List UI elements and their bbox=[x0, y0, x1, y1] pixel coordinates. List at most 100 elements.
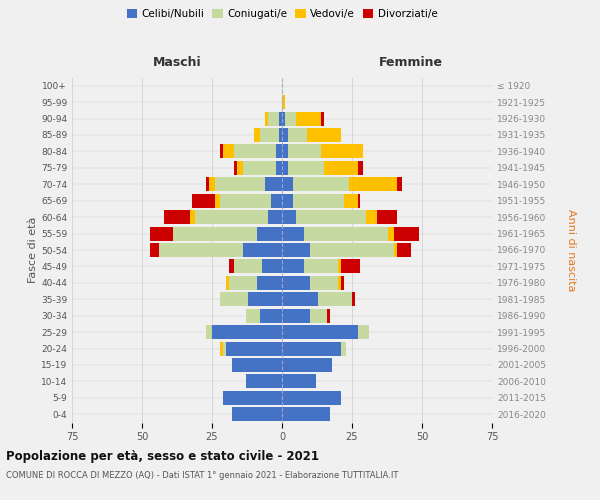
Bar bbox=[232, 408, 282, 422]
Bar bbox=[195, 210, 268, 224]
Bar bbox=[366, 210, 377, 224]
Bar bbox=[282, 391, 341, 405]
Bar bbox=[293, 194, 344, 207]
Bar bbox=[282, 194, 293, 207]
Bar bbox=[235, 260, 262, 274]
Bar bbox=[282, 95, 285, 109]
Text: Femmine: Femmine bbox=[379, 56, 443, 69]
Bar bbox=[321, 112, 324, 126]
Bar bbox=[310, 308, 327, 322]
Bar bbox=[296, 112, 321, 126]
Bar bbox=[265, 112, 268, 126]
Bar bbox=[287, 128, 307, 142]
Bar bbox=[397, 243, 411, 257]
Bar bbox=[235, 144, 277, 158]
Bar bbox=[260, 308, 282, 322]
Bar bbox=[293, 178, 349, 192]
Bar bbox=[282, 260, 304, 274]
Bar bbox=[151, 243, 159, 257]
Bar bbox=[282, 161, 287, 175]
Bar bbox=[352, 292, 355, 306]
Bar bbox=[282, 342, 341, 355]
Bar bbox=[304, 226, 388, 240]
Bar bbox=[243, 161, 277, 175]
Bar bbox=[338, 260, 341, 274]
Bar bbox=[190, 210, 195, 224]
Bar bbox=[358, 325, 369, 339]
Bar bbox=[397, 178, 403, 192]
Bar bbox=[245, 374, 282, 388]
Text: COMUNE DI ROCCA DI MEZZO (AQ) - Dati ISTAT 1° gennaio 2021 - Elaborazione TUTTIT: COMUNE DI ROCCA DI MEZZO (AQ) - Dati IST… bbox=[6, 471, 398, 480]
Bar bbox=[341, 342, 346, 355]
Bar bbox=[282, 374, 316, 388]
Bar bbox=[223, 342, 226, 355]
Bar bbox=[285, 112, 296, 126]
Bar bbox=[282, 178, 293, 192]
Bar bbox=[257, 226, 282, 240]
Bar bbox=[296, 210, 366, 224]
Bar bbox=[209, 178, 215, 192]
Bar bbox=[282, 112, 285, 126]
Bar bbox=[279, 112, 282, 126]
Bar bbox=[232, 358, 282, 372]
Bar bbox=[321, 144, 363, 158]
Bar bbox=[338, 276, 341, 290]
Bar bbox=[245, 308, 260, 322]
Bar bbox=[282, 226, 304, 240]
Bar bbox=[229, 276, 257, 290]
Bar bbox=[282, 408, 329, 422]
Bar bbox=[358, 194, 361, 207]
Text: Popolazione per età, sesso e stato civile - 2021: Popolazione per età, sesso e stato civil… bbox=[6, 450, 319, 463]
Bar bbox=[262, 260, 282, 274]
Bar bbox=[220, 292, 248, 306]
Bar bbox=[277, 161, 282, 175]
Bar bbox=[229, 260, 235, 274]
Bar bbox=[304, 260, 338, 274]
Bar bbox=[271, 194, 282, 207]
Bar bbox=[282, 308, 310, 322]
Bar bbox=[377, 210, 397, 224]
Bar bbox=[237, 161, 243, 175]
Bar bbox=[260, 128, 279, 142]
Bar bbox=[287, 144, 321, 158]
Bar bbox=[268, 112, 279, 126]
Bar bbox=[220, 342, 223, 355]
Bar bbox=[220, 144, 223, 158]
Bar bbox=[243, 243, 282, 257]
Bar bbox=[282, 276, 310, 290]
Bar bbox=[226, 276, 229, 290]
Bar bbox=[277, 144, 282, 158]
Bar bbox=[344, 194, 358, 207]
Bar bbox=[341, 276, 344, 290]
Bar bbox=[279, 128, 282, 142]
Bar bbox=[394, 243, 397, 257]
Text: Maschi: Maschi bbox=[152, 56, 202, 69]
Bar bbox=[358, 161, 363, 175]
Bar bbox=[212, 325, 282, 339]
Bar bbox=[151, 226, 173, 240]
Bar bbox=[159, 243, 243, 257]
Bar bbox=[223, 391, 282, 405]
Bar bbox=[235, 161, 237, 175]
Bar bbox=[215, 194, 220, 207]
Bar bbox=[164, 210, 190, 224]
Bar bbox=[324, 161, 358, 175]
Bar bbox=[206, 325, 212, 339]
Bar bbox=[287, 161, 324, 175]
Bar bbox=[282, 292, 319, 306]
Bar bbox=[310, 276, 338, 290]
Bar bbox=[319, 292, 352, 306]
Bar bbox=[206, 178, 209, 192]
Legend: Celibi/Nubili, Coniugati/e, Vedovi/e, Divorziati/e: Celibi/Nubili, Coniugati/e, Vedovi/e, Di… bbox=[122, 5, 442, 24]
Bar bbox=[173, 226, 257, 240]
Bar bbox=[327, 308, 329, 322]
Bar bbox=[254, 128, 260, 142]
Bar bbox=[248, 292, 282, 306]
Bar bbox=[282, 358, 332, 372]
Bar bbox=[282, 325, 358, 339]
Bar bbox=[220, 194, 271, 207]
Bar bbox=[265, 178, 282, 192]
Bar bbox=[349, 178, 397, 192]
Bar bbox=[226, 342, 282, 355]
Bar bbox=[257, 276, 282, 290]
